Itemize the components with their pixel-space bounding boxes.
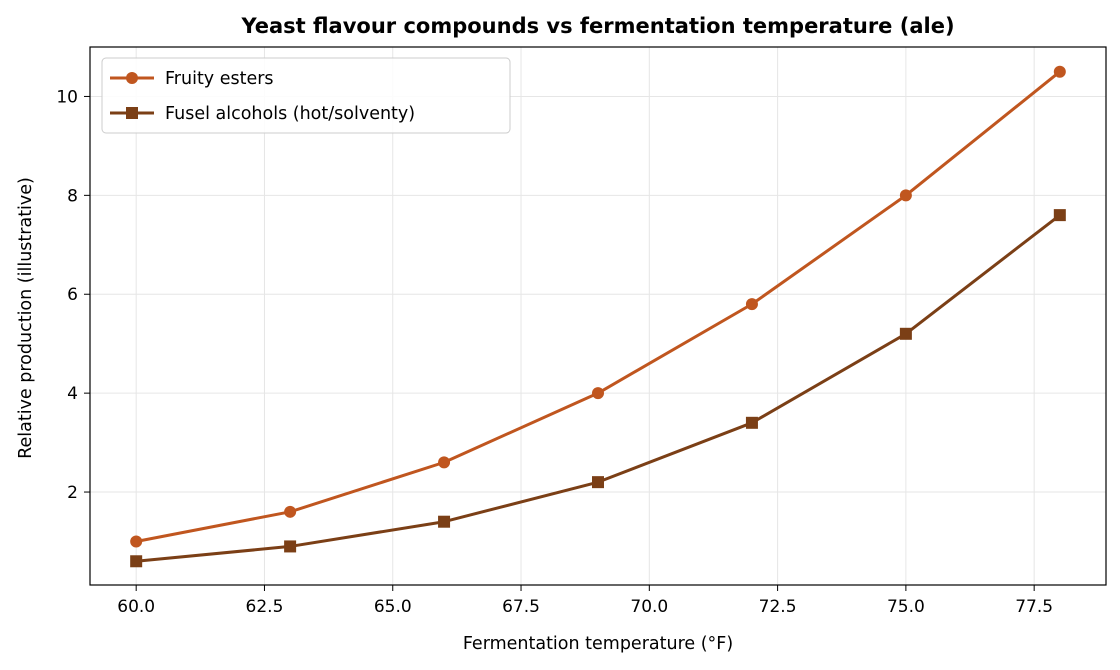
data-point [745, 298, 758, 311]
legend: Fruity esters Fusel alcohols (hot/solvent… [101, 57, 511, 134]
x-tick-label: 65.0 [374, 597, 412, 617]
data-point [438, 515, 451, 528]
y-tick-label: 4 [67, 384, 78, 404]
data-point [592, 387, 604, 400]
x-axis-label: Fermentation temperature (°F) [463, 634, 733, 654]
data-point [1053, 209, 1066, 222]
data-point [592, 476, 604, 489]
x-tick-label: 70.0 [630, 597, 668, 617]
legend-marker [126, 72, 138, 84]
tick-layer: 60.0 62.5 65.0 67.5 70.0 72.5 75.0 77.5 2 4 6 8 10 [56, 87, 1053, 617]
y-axis-label: Relative production (illustrative) [16, 177, 36, 459]
series-fruity-esters [130, 65, 1066, 548]
legend-label: Fusel alcohols (hot/solventy) [165, 104, 415, 124]
series-fusel-alcohols [130, 209, 1066, 568]
x-tick-label: 62.5 [246, 597, 284, 617]
legend-item: Fruity esters [110, 69, 274, 89]
y-tick-label: 8 [67, 186, 78, 206]
y-tick-label: 2 [67, 483, 78, 503]
data-point [284, 505, 297, 518]
data-point [130, 535, 143, 548]
chart-title: Yeast flavour compounds vs fermentation … [240, 14, 954, 38]
legend-box [101, 57, 511, 134]
y-tick-label: 10 [56, 87, 78, 107]
x-tick-label: 67.5 [502, 597, 540, 617]
data-point [899, 189, 912, 202]
data-point [130, 555, 143, 568]
legend-label: Fruity esters [165, 69, 274, 89]
x-tick-label: 60.0 [117, 597, 155, 617]
x-tick-label: 72.5 [759, 597, 797, 617]
data-point [745, 416, 758, 429]
plot-frame [89, 46, 1107, 586]
data-point [899, 327, 912, 340]
data-point [1053, 65, 1066, 78]
legend-marker [126, 107, 138, 119]
x-tick-label: 77.5 [1015, 597, 1053, 617]
legend-item: Fusel alcohols (hot/solventy) [110, 104, 415, 124]
x-tick-label: 75.0 [887, 597, 925, 617]
data-point [284, 540, 297, 553]
y-tick-label: 6 [67, 285, 78, 305]
data-point [438, 456, 451, 469]
series-layer [130, 65, 1066, 568]
